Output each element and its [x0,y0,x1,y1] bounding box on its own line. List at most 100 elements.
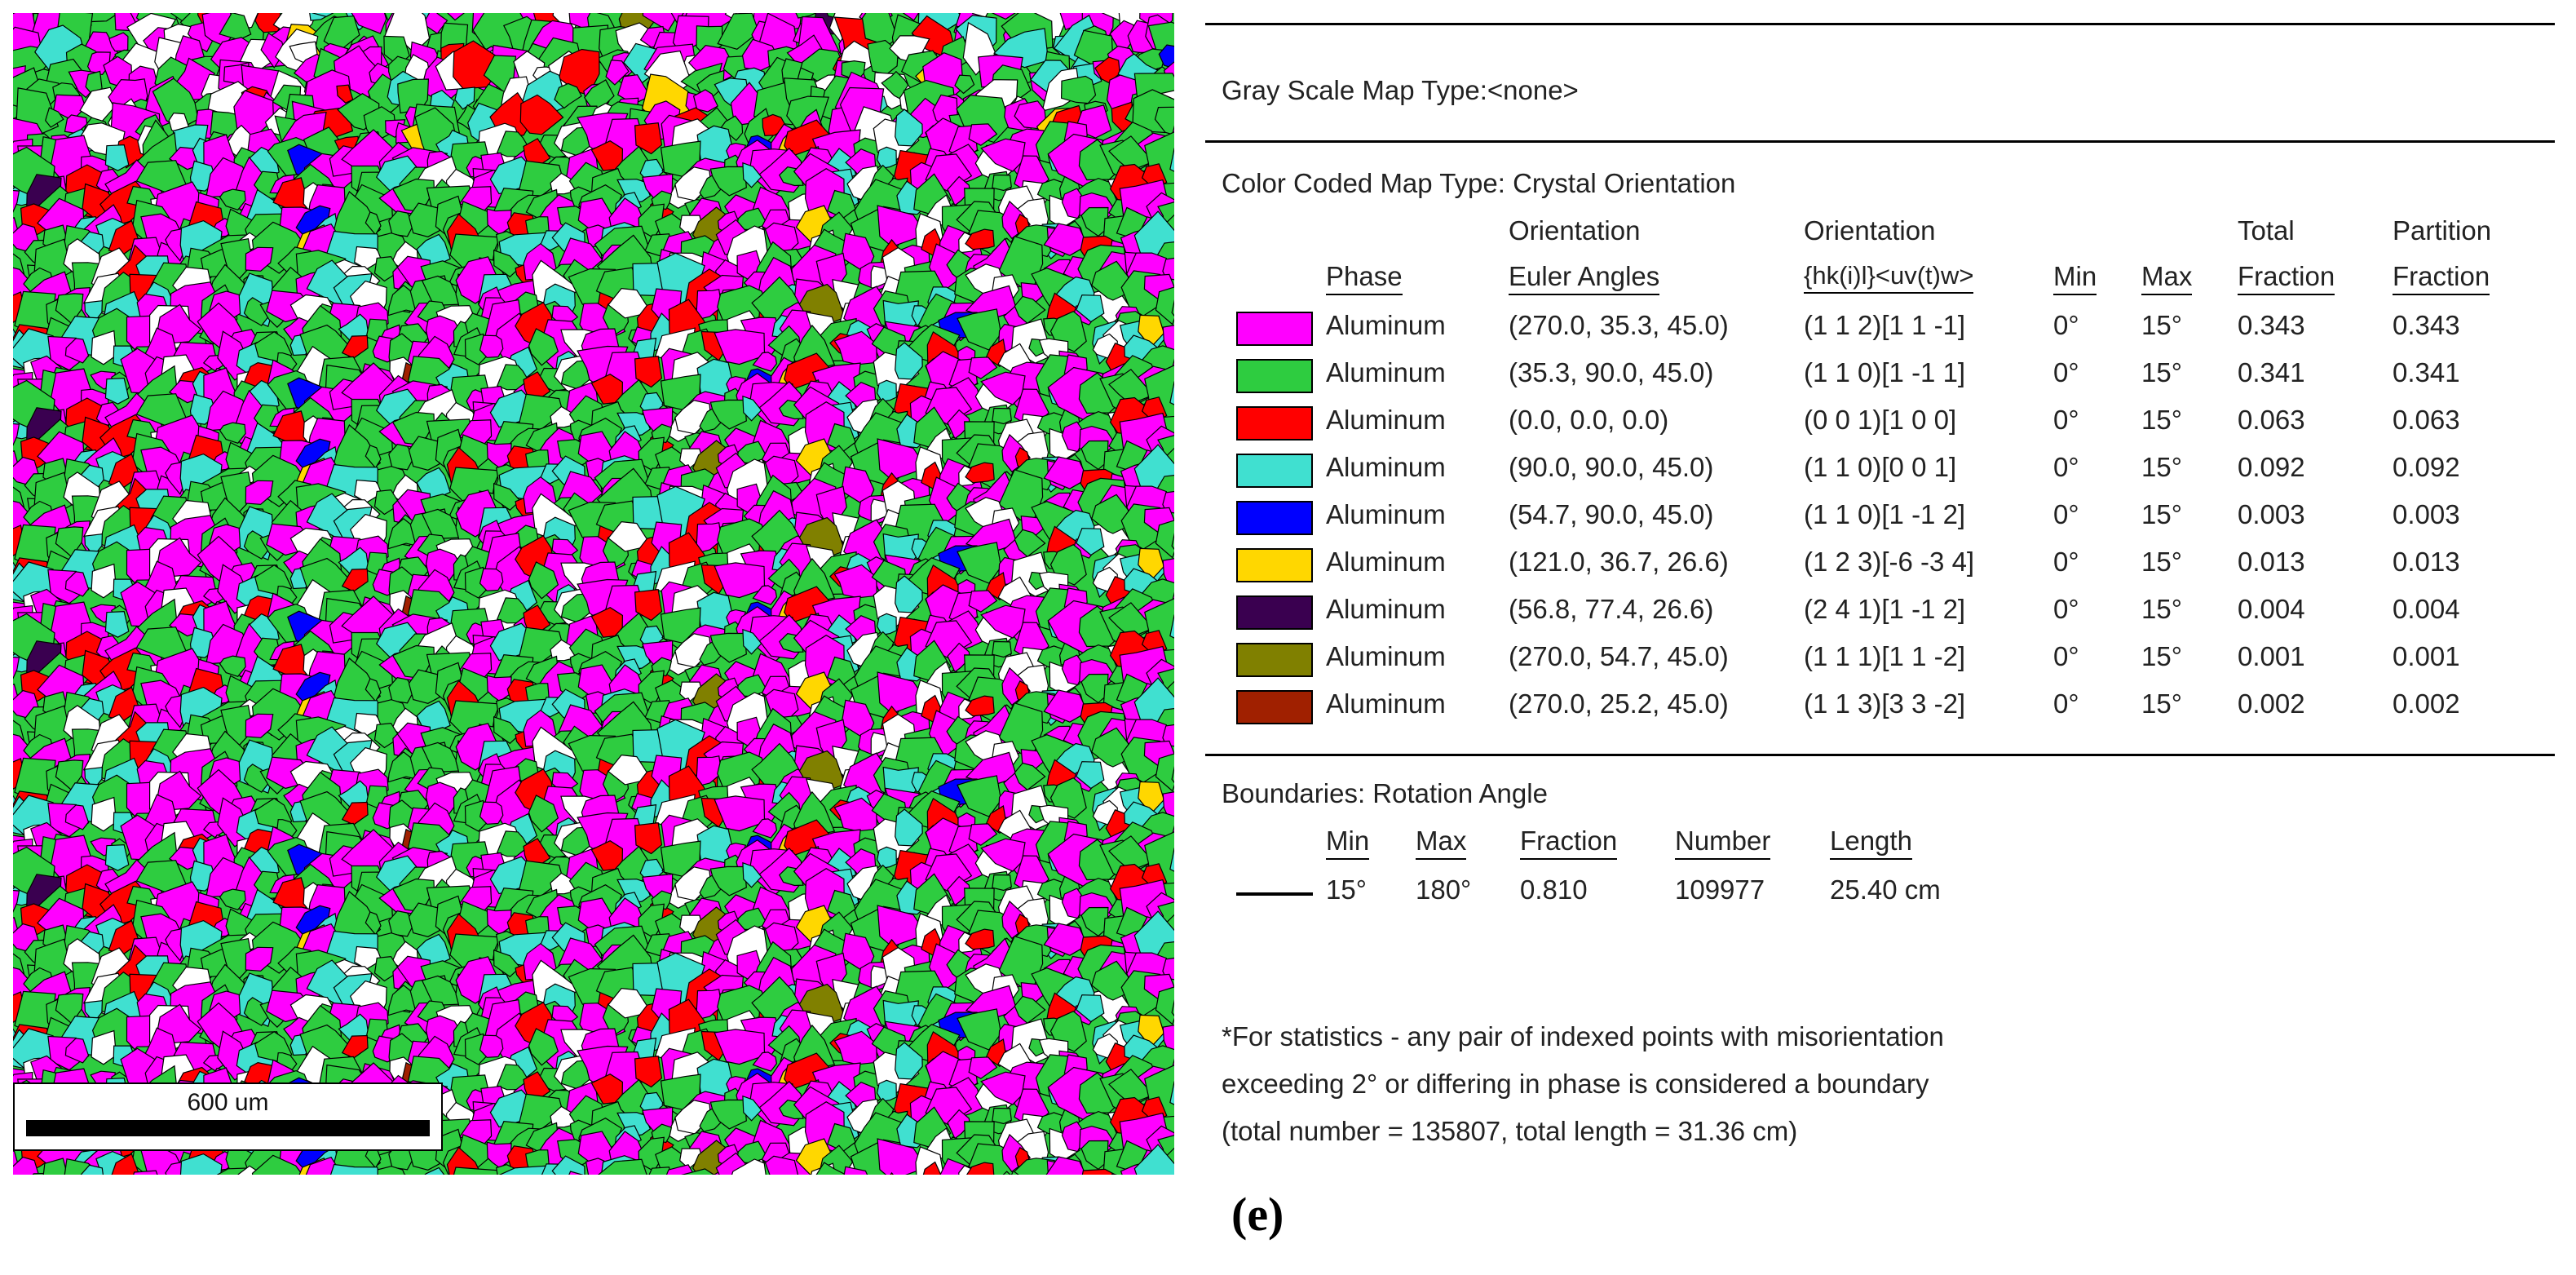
legend-row-phase: Aluminum [1326,357,1446,387]
grain [827,423,856,452]
grain [965,928,995,950]
grain [968,123,998,146]
grain [219,188,246,210]
grain [947,175,970,206]
grain [64,338,90,364]
legend-row-min: 0° [2053,405,2079,435]
grain [902,13,920,21]
grain [108,219,141,255]
grain [980,138,1026,172]
grain [454,86,475,110]
grain [554,82,582,109]
grain [108,453,141,488]
grain [447,13,466,21]
color-coded-map-type: Color Coded Map Type: Crystal Orientatio… [1222,168,1736,198]
grain [752,1051,778,1072]
grain [479,334,504,358]
legend-swatch [1236,454,1313,488]
grain [992,1107,1012,1125]
grain [980,838,1026,872]
legend-swatch [1236,595,1313,630]
grain [608,987,652,1019]
grain [104,843,130,871]
grain [108,919,141,954]
grain [965,695,995,717]
header-orientation-hkl-top: Orientation [1804,215,1936,246]
grain [608,520,652,552]
grain [219,655,246,677]
grain [479,801,504,825]
boundary-header-number: Number [1675,826,1771,860]
boundaries-title: Boundaries: Rotation Angle [1222,778,1548,808]
legend-row-phase: Aluminum [1326,547,1446,577]
legend-row-max: 15° [2141,405,2182,435]
grain [1169,848,1174,872]
grain [992,407,1012,425]
grain [947,409,970,440]
legend-row-partition: 0.013 [2393,547,2460,577]
legend-row-hkl: (0 0 1)[1 0 0] [1804,405,1957,435]
legend-row-total: 0.341 [2238,357,2305,387]
scale-bar-box: 600 um [13,1082,443,1151]
grain [1043,223,1089,256]
grain [388,910,415,937]
grain [968,1056,998,1079]
legend-row-partition: 0.063 [2393,405,2460,435]
grain [64,571,90,597]
legend-row-phase: Aluminum [1326,405,1446,435]
header-orientation-euler-top: Orientation [1509,215,1641,246]
legend-row-min: 0° [2053,310,2079,340]
statistics-note-line-3: (total number = 135807, total length = 3… [1222,1116,1798,1146]
grain [877,205,927,248]
legend-row-hkl: (1 2 3)[-6 -3 4] [1804,547,1975,577]
legend-row-max: 15° [2141,547,2182,577]
header-total-fraction: Fraction [2238,261,2335,295]
grain [243,530,273,560]
grain [605,60,630,86]
legend-row-max: 15° [2141,499,2182,529]
grain [1091,260,1133,301]
legend-row-phase: Aluminum [1326,688,1446,719]
grain [1013,458,1057,491]
grain [312,13,334,17]
grain [1076,294,1105,323]
legend-row-min: 0° [2053,547,2079,577]
grain [679,914,703,936]
grain [365,678,382,702]
grain [351,13,387,34]
grain [634,355,663,388]
legend-row-max: 15° [2141,357,2182,387]
boundary-header-min: Min [1326,826,1370,860]
grain [714,795,766,832]
grain [827,889,856,919]
grain [91,563,117,599]
legend-swatch [1236,548,1313,582]
grain [876,379,897,402]
grain [965,228,995,250]
grain [1094,56,1120,84]
grain [992,174,1012,192]
grain [709,865,747,896]
legend-row-phase: Aluminum [1326,499,1446,529]
legend-swatch [1236,312,1313,346]
grain [13,423,20,447]
boundary-fraction: 0.810 [1520,874,1588,905]
boundary-min: 15° [1326,874,1367,905]
grain [388,444,415,471]
legend-row-partition: 0.343 [2393,310,2460,340]
grain [954,74,975,95]
grain [1043,923,1089,956]
grain [13,889,20,914]
grain [341,801,369,826]
grain [752,818,778,839]
grain [519,94,564,135]
legend-swatch [1236,501,1313,535]
boundary-header-max: Max [1416,826,1467,860]
grain [742,395,762,422]
header-hkl: {hk(i)l}<uv(t)w> [1804,261,1974,294]
legend-row-max: 15° [2141,594,2182,624]
boundary-number: 109977 [1675,874,1765,905]
grain [388,210,415,237]
grain [695,755,722,788]
legend-row-min: 0° [2053,357,2079,387]
